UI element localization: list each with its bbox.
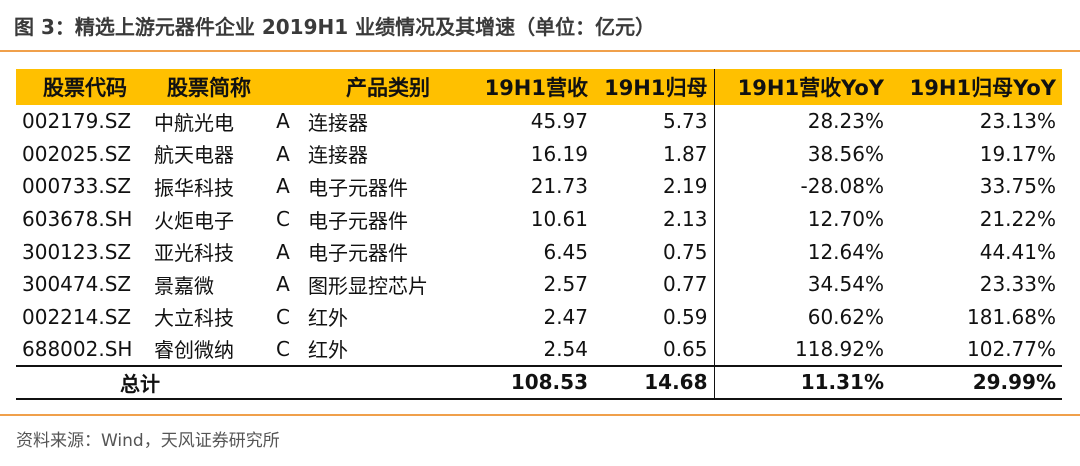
total-row: 总计 108.53 14.68 11.31% 29.99% xyxy=(16,364,1062,400)
cell-class: A xyxy=(276,141,290,166)
cell-stock-code: 002214.SZ xyxy=(22,304,132,329)
cell-stock-name: 中航光电 xyxy=(154,110,234,135)
header-revenue: 19H1营收 xyxy=(484,76,588,100)
table-row: 688002.SH 睿创微纳 C 红外 2.54 0.65 118.92% 102.77% xyxy=(16,333,1062,366)
cell-net-profit: 0.65 xyxy=(594,333,715,366)
cell-revenue: 21.73 xyxy=(530,174,588,199)
header-net-profit: 19H1归母 xyxy=(594,69,715,105)
cell-stock-code: 688002.SH xyxy=(22,336,133,361)
cell-stock-code: 300474.SZ xyxy=(22,272,132,297)
top-divider xyxy=(0,50,1080,52)
cell-stock-name: 火炬电子 xyxy=(154,208,234,233)
header-class xyxy=(264,69,302,105)
cell-net-profit: 2.13 xyxy=(594,202,715,236)
cell-class: C xyxy=(276,304,290,329)
cell-net-profit-yoy: 102.77% xyxy=(967,336,1056,361)
cell-class: A xyxy=(276,109,290,134)
cell-revenue-yoy: 60.62% xyxy=(807,304,884,329)
cell-stock-code: 300123.SZ xyxy=(22,239,132,264)
table-row: 603678.SH 火炬电子 C 电子元器件 10.61 2.13 12.70% 21.22% xyxy=(16,202,1062,236)
cell-class: A xyxy=(276,272,290,297)
cell-revenue-yoy: 12.70% xyxy=(807,207,884,232)
cell-revenue: 6.45 xyxy=(543,239,588,264)
total-label: 总计 xyxy=(16,364,264,400)
cell-revenue-yoy: 38.56% xyxy=(807,141,884,166)
bottom-divider xyxy=(0,414,1080,416)
cell-product-category: 红外 xyxy=(308,306,348,331)
cell-net-profit-yoy: 181.68% xyxy=(967,304,1056,329)
cell-net-profit: 5.73 xyxy=(594,105,715,138)
cell-net-profit-yoy: 23.33% xyxy=(979,272,1056,297)
cell-net-profit-yoy: 21.22% xyxy=(979,207,1056,232)
cell-product-category: 连接器 xyxy=(308,110,368,135)
cell-revenue: 45.97 xyxy=(530,109,588,134)
cell-revenue: 2.47 xyxy=(543,304,588,329)
table-row: 002179.SZ 中航光电 A 连接器 45.97 5.73 28.23% 23.13% xyxy=(16,105,1062,138)
cell-product-category: 红外 xyxy=(308,338,348,363)
cell-revenue: 10.61 xyxy=(530,207,588,232)
cell-product-category: 图形显控芯片 xyxy=(308,273,428,298)
figure-title: 图 3：精选上游元器件企业 2019H1 业绩情况及其增速（单位：亿元） xyxy=(14,15,656,39)
cell-product-category: 连接器 xyxy=(308,143,368,168)
total-revenue-yoy: 11.31% xyxy=(714,364,890,400)
cell-net-profit-yoy: 33.75% xyxy=(979,174,1056,199)
cell-revenue: 2.57 xyxy=(543,272,588,297)
cell-revenue-yoy: 12.64% xyxy=(807,239,884,264)
cell-product-category: 电子元器件 xyxy=(308,241,408,266)
header-revenue-yoy: 19H1营收YoY xyxy=(737,76,884,100)
cell-stock-code: 002179.SZ xyxy=(22,109,132,134)
table-row: 300474.SZ 景嘉微 A 图形显控芯片 2.57 0.77 34.54% 23.33% xyxy=(16,267,1062,301)
cell-net-profit-yoy: 44.41% xyxy=(979,239,1056,264)
cell-net-profit: 0.75 xyxy=(594,235,715,268)
total-revenue: 108.53 xyxy=(474,364,594,400)
cell-class: C xyxy=(276,207,290,232)
cell-stock-name: 睿创微纳 xyxy=(154,338,234,363)
cell-revenue-yoy: 34.54% xyxy=(807,272,884,297)
total-net-profit-yoy: 29.99% xyxy=(890,364,1062,400)
header-product-category: 产品类别 xyxy=(346,76,430,100)
table-row: 000733.SZ 振华科技 A 电子元器件 21.73 2.19 -28.08% 33.75… xyxy=(16,170,1062,203)
cell-stock-name: 航天电器 xyxy=(154,143,234,168)
cell-class: A xyxy=(276,239,290,264)
cell-stock-code: 002025.SZ xyxy=(22,141,132,166)
table-row: 300123.SZ 亚光科技 A 电子元器件 6.45 0.75 12.64% 44.41% xyxy=(16,235,1062,268)
cell-stock-code: 000733.SZ xyxy=(22,174,132,199)
cell-class: A xyxy=(276,174,290,199)
cell-revenue-yoy: -28.08% xyxy=(800,174,884,199)
performance-table: 股票代码 股票简称 产品类别 19H1营收 19H1归母 19H1营收YoY 1… xyxy=(16,69,1062,400)
cell-net-profit-yoy: 23.13% xyxy=(979,109,1056,134)
table-row: 002214.SZ 大立科技 C 红外 2.47 0.59 60.62% 181.68% xyxy=(16,300,1062,334)
total-net-profit: 14.68 xyxy=(594,364,715,400)
table-header-row: 股票代码 股票简称 产品类别 19H1营收 19H1归母 19H1营收YoY 1… xyxy=(16,69,1062,105)
header-net-profit-yoy: 19H1归母YoY xyxy=(909,76,1056,100)
source-note: 资料来源：Wind，天风证券研究所 xyxy=(16,431,280,451)
cell-stock-name: 振华科技 xyxy=(154,175,234,200)
cell-stock-name: 景嘉微 xyxy=(154,273,214,298)
cell-product-category: 电子元器件 xyxy=(308,175,408,200)
cell-stock-code: 603678.SH xyxy=(22,207,133,232)
header-stock-name: 股票简称 xyxy=(167,76,251,100)
cell-stock-name: 大立科技 xyxy=(154,306,234,331)
cell-net-profit: 0.59 xyxy=(594,300,715,334)
table-row: 002025.SZ 航天电器 A 连接器 16.19 1.87 38.56% 19.17% xyxy=(16,137,1062,171)
cell-net-profit: 0.77 xyxy=(594,267,715,301)
cell-net-profit: 1.87 xyxy=(594,137,715,171)
header-stock-code: 股票代码 xyxy=(43,76,127,100)
cell-revenue: 16.19 xyxy=(530,141,588,166)
cell-class: C xyxy=(276,336,290,361)
cell-net-profit: 2.19 xyxy=(594,170,715,203)
cell-net-profit-yoy: 19.17% xyxy=(979,141,1056,166)
cell-revenue: 2.54 xyxy=(543,336,588,361)
total-spacer xyxy=(302,364,474,400)
total-spacer xyxy=(264,364,302,400)
cell-stock-name: 亚光科技 xyxy=(154,241,234,266)
cell-product-category: 电子元器件 xyxy=(308,208,408,233)
cell-revenue-yoy: 28.23% xyxy=(807,109,884,134)
cell-revenue-yoy: 118.92% xyxy=(795,336,884,361)
